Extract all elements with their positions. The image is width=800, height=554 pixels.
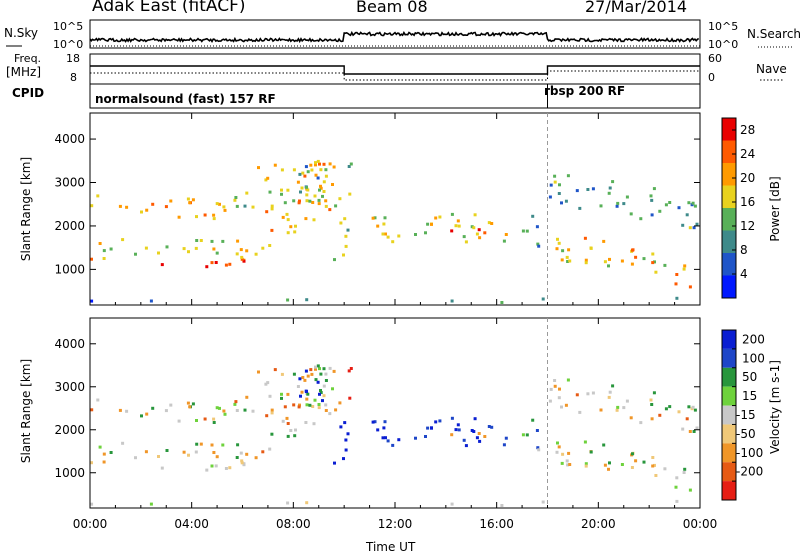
nave-trace (90, 70, 700, 81)
velocity-colorbar-cell (722, 405, 736, 425)
power-colorbar-tick-label: 24 (740, 147, 755, 161)
nave-label: Nave (756, 62, 787, 76)
power-colorbar-cell (722, 185, 736, 208)
power-colorbar-tick-label: 4 (740, 267, 748, 281)
velocity-colorbar-cell (722, 462, 736, 482)
x-tick-label: 04:00 (174, 517, 209, 531)
velocity-data-layer (90, 364, 699, 507)
x-tick-label: 12:00 (378, 517, 413, 531)
top-panels-traces (6, 19, 794, 109)
cpid-segment-2: rbsp 200 RF (544, 84, 626, 98)
freq-tick-high: 18 (66, 52, 80, 65)
nsky-trace (89, 30, 700, 44)
nave-tick-low: 0 (708, 71, 715, 84)
velocity-colorbar-cell (722, 481, 736, 500)
station-title: Adak East (fitACF) (92, 0, 246, 16)
velocity-ylabel: Slant Range [km] (19, 358, 33, 464)
x-axis-title: Time UT (366, 540, 416, 554)
velocity-panel-frame (89, 317, 701, 509)
power-colorbar-tick-label: 12 (740, 219, 755, 233)
velocity-colorbar-tick-label: 100 (742, 351, 765, 365)
x-tick-label: 00:00 (683, 517, 718, 531)
velocity-colorbar-tick-label: 200 (742, 332, 765, 346)
y-tick-label: 2000 (54, 423, 85, 437)
y-tick-label: 3000 (54, 380, 85, 394)
cpid-label: CPID (12, 86, 45, 100)
nsky-tick-low-right: 10^0 (708, 38, 739, 51)
power-colorbar-cell (722, 275, 736, 298)
velocity-colorbar-cell (722, 367, 736, 387)
freq-label: Freq. (14, 52, 42, 65)
nsky-panel-frame (89, 19, 701, 49)
panel-frames: 1000 2000 3000 4000 1000 2000 3000 4000 00:00 04:… (54, 112, 718, 531)
nave-tick-high: 60 (708, 52, 722, 65)
power-colorbar-cell (722, 208, 736, 231)
power-colorbar-cell (722, 230, 736, 253)
x-tick-label: 16:00 (479, 517, 514, 531)
nsky-tick-low: 10^0 (53, 38, 84, 51)
power-colorbar-cell (722, 253, 736, 276)
y-tick-label: 4000 (54, 337, 85, 351)
y-tick-label: 4000 (54, 132, 85, 146)
velocity-colorbar-cell (722, 424, 736, 444)
power-colorbar-tick-label: 20 (740, 171, 755, 185)
velocity-colorbar-tick-label: -200 (736, 465, 763, 479)
freq-tick-low: 8 (70, 71, 77, 84)
y-tick-label: 2000 (54, 219, 85, 233)
freq-trace (90, 65, 700, 75)
velocity-colorbar-cell (722, 443, 736, 463)
x-tick-label: 20:00 (581, 517, 616, 531)
cpid-panel-frame (89, 83, 701, 109)
nsearch-label: N.Search (747, 27, 800, 41)
beam-title: Beam 08 (356, 0, 428, 16)
velocity-colorbar-tick-label: -50 (736, 427, 756, 441)
velocity-colorbar-label: Velocity [m s-1] (768, 360, 782, 454)
y-tick-label: 1000 (54, 466, 85, 480)
velocity-colorbar-cell (722, 348, 736, 368)
date-title: 27/Mar/2014 (585, 0, 688, 16)
velocity-colorbar-frame (721, 329, 737, 501)
y-tick-label: 1000 (54, 262, 85, 276)
power-colorbar-cell (722, 140, 736, 163)
velocity-colorbar-cell (722, 330, 736, 349)
power-colorbar-label: Power [dB] (768, 176, 782, 242)
y-tick-label: 3000 (54, 176, 85, 190)
velocity-colorbar-tick-label: -100 (736, 446, 763, 460)
power-data-layer (90, 159, 699, 304)
nsky-tick-high: 10^5 (53, 20, 84, 33)
freq-unit: [MHz] (6, 65, 42, 79)
x-tick-label: 00:00 (73, 517, 108, 531)
velocity-colorbar-tick-label: -15 (736, 408, 756, 422)
power-colorbar-tick-label: 8 (740, 243, 748, 257)
power-colorbar-frame (721, 117, 737, 299)
velocity-colorbar-cell (722, 386, 736, 406)
cpid-segment-1: normalsound (fast) 157 RF (95, 92, 276, 106)
power-colorbar-tick-label: 28 (740, 123, 755, 137)
power-colorbar-cell (722, 118, 736, 141)
power-ylabel: Slant Range [km] (19, 156, 33, 262)
x-tick-label: 08:00 (276, 517, 311, 531)
power-colorbar-tick-label: 16 (740, 195, 755, 209)
nsky-label: N.Sky (4, 26, 39, 40)
colorbars: 4 8 12 16 20 24 28 200 100 50 15 -15 -50 -100 -200 (721, 117, 765, 501)
velocity-colorbar-tick-label: 50 (742, 370, 757, 384)
velocity-colorbar-tick-label: 15 (742, 389, 757, 403)
power-panel-frame (89, 112, 701, 306)
power-colorbar-cell (722, 163, 736, 186)
nsky-tick-high-right: 10^5 (708, 20, 739, 33)
